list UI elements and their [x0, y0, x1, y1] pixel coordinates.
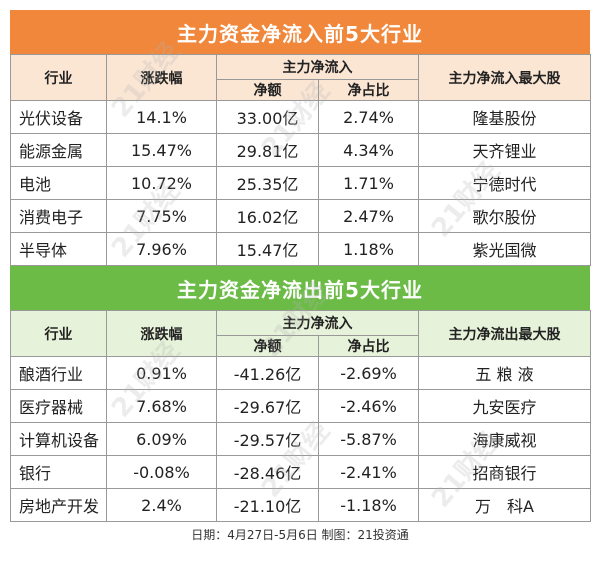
table-row: 消费电子 7.75% 16.02亿 2.47% 歌尔股份	[10, 199, 591, 233]
top-stock-cell: 宁德时代	[418, 166, 591, 200]
table-row: 电池 10.72% 25.35亿 1.71% 宁德时代	[10, 166, 591, 200]
change-cell: -0.08%	[106, 455, 217, 489]
report: 主力资金净流入前5大行业 行业 涨跌幅 主力净流入 主力净流入最大股 净额 净占…	[10, 10, 591, 543]
net-amount-cell: -21.10亿	[216, 488, 319, 522]
table-row: 房地产开发 2.4% -21.10亿 -1.18% 万 科A	[10, 488, 591, 522]
net-amount-cell: -29.67亿	[216, 389, 319, 423]
inflow-title: 主力资金净流入前5大行业	[10, 10, 590, 54]
net-amount-cell: 16.02亿	[216, 199, 319, 233]
change-cell: 10.72%	[106, 166, 217, 200]
net-ratio-cell: 1.18%	[318, 232, 419, 266]
inflow-table: 行业 涨跌幅 主力净流入 主力净流入最大股 净额 净占比 光伏设备 14.1% 33…	[10, 54, 591, 266]
net-ratio-cell: -1.18%	[318, 488, 419, 522]
industry-cell: 半导体	[10, 232, 107, 266]
industry-cell: 光伏设备	[10, 100, 107, 134]
top-stock-cell: 海康威视	[418, 422, 591, 456]
footer-caption: 日期：4月27日-5月6日 制图：21投资通	[191, 528, 409, 542]
industry-cell: 酿酒行业	[10, 356, 107, 390]
industry-cell: 银行	[10, 455, 107, 489]
net-ratio-cell: -2.41%	[318, 455, 419, 489]
top-stock-cell: 招商银行	[418, 455, 591, 489]
industry-cell: 能源金属	[10, 133, 107, 167]
net-ratio-cell: 4.34%	[318, 133, 419, 167]
header-top-stock: 主力净流出最大股	[418, 310, 591, 357]
outflow-table: 行业 涨跌幅 主力净流入 主力净流出最大股 净额 净占比 酿酒行业 0.91% -4…	[10, 310, 591, 522]
industry-cell: 医疗器械	[10, 389, 107, 423]
table-row: 光伏设备 14.1% 33.00亿 2.74% 隆基股份	[10, 100, 591, 134]
header-ratio: 净占比	[318, 335, 419, 357]
header-change: 涨跌幅	[106, 310, 217, 357]
header-change: 涨跌幅	[106, 54, 217, 101]
table-row: 能源金属 15.47% 29.81亿 4.34% 天齐锂业	[10, 133, 591, 167]
industry-cell: 电池	[10, 166, 107, 200]
header-industry: 行业	[10, 310, 107, 357]
top-stock-cell: 紫光国微	[418, 232, 591, 266]
net-amount-cell: -41.26亿	[216, 356, 319, 390]
net-amount-cell: 25.35亿	[216, 166, 319, 200]
header-ratio: 净占比	[318, 79, 419, 101]
change-cell: 0.91%	[106, 356, 217, 390]
net-ratio-cell: 2.74%	[318, 100, 419, 134]
change-cell: 6.09%	[106, 422, 217, 456]
change-cell: 7.68%	[106, 389, 217, 423]
top-stock-cell: 九安医疗	[418, 389, 591, 423]
net-ratio-cell: 2.47%	[318, 199, 419, 233]
table-row: 酿酒行业 0.91% -41.26亿 -2.69% 五 粮 液	[10, 356, 591, 390]
net-amount-cell: -29.57亿	[216, 422, 319, 456]
table-row: 银行 -0.08% -28.46亿 -2.41% 招商银行	[10, 455, 591, 489]
change-cell: 14.1%	[106, 100, 217, 134]
change-cell: 2.4%	[106, 488, 217, 522]
header-group: 主力净流入	[216, 54, 419, 80]
header-net: 净额	[216, 335, 319, 357]
change-cell: 15.47%	[106, 133, 217, 167]
net-ratio-cell: -5.87%	[318, 422, 419, 456]
change-cell: 7.75%	[106, 199, 217, 233]
top-stock-cell: 歌尔股份	[418, 199, 591, 233]
table-row: 计算机设备 6.09% -29.57亿 -5.87% 海康威视	[10, 422, 591, 456]
net-amount-cell: -28.46亿	[216, 455, 319, 489]
net-ratio-cell: -2.46%	[318, 389, 419, 423]
header-industry: 行业	[10, 54, 107, 101]
top-stock-cell: 天齐锂业	[418, 133, 591, 167]
industry-cell: 房地产开发	[10, 488, 107, 522]
header-group: 主力净流入	[216, 310, 419, 336]
industry-cell: 计算机设备	[10, 422, 107, 456]
net-amount-cell: 33.00亿	[216, 100, 319, 134]
net-ratio-cell: 1.71%	[318, 166, 419, 200]
top-stock-cell: 五 粮 液	[418, 356, 591, 390]
change-cell: 7.96%	[106, 232, 217, 266]
header-net: 净额	[216, 79, 319, 101]
header-top-stock: 主力净流入最大股	[418, 54, 591, 101]
table-row: 半导体 7.96% 15.47亿 1.18% 紫光国微	[10, 232, 591, 266]
net-ratio-cell: -2.69%	[318, 356, 419, 390]
outflow-title: 主力资金净流出前5大行业	[10, 266, 590, 310]
industry-cell: 消费电子	[10, 199, 107, 233]
top-stock-cell: 隆基股份	[418, 100, 591, 134]
net-amount-cell: 29.81亿	[216, 133, 319, 167]
table-row: 医疗器械 7.68% -29.67亿 -2.46% 九安医疗	[10, 389, 591, 423]
net-amount-cell: 15.47亿	[216, 232, 319, 266]
top-stock-cell: 万 科A	[418, 488, 591, 522]
